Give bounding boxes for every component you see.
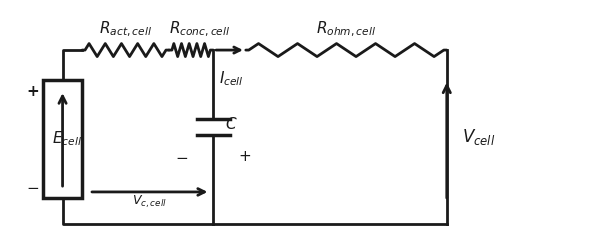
Text: $-$: $-$: [175, 149, 188, 164]
Text: $V_{cell}$: $V_{cell}$: [462, 127, 495, 147]
Text: $V_{c,cell}$: $V_{c,cell}$: [132, 193, 167, 210]
Bar: [43, 80, 82, 198]
Text: +: +: [26, 84, 39, 99]
Text: $I_{cell}$: $I_{cell}$: [219, 69, 244, 88]
Text: $R_{conc,cell}$: $R_{conc,cell}$: [169, 20, 231, 39]
Text: $R_{ohm,cell}$: $R_{ohm,cell}$: [316, 20, 376, 39]
Text: $C$: $C$: [225, 116, 237, 132]
Text: $-$: $-$: [26, 179, 39, 194]
Text: $R_{act,cell}$: $R_{act,cell}$: [99, 20, 152, 39]
Text: +: +: [238, 149, 251, 164]
Text: $E_{cell}$: $E_{cell}$: [51, 129, 82, 148]
